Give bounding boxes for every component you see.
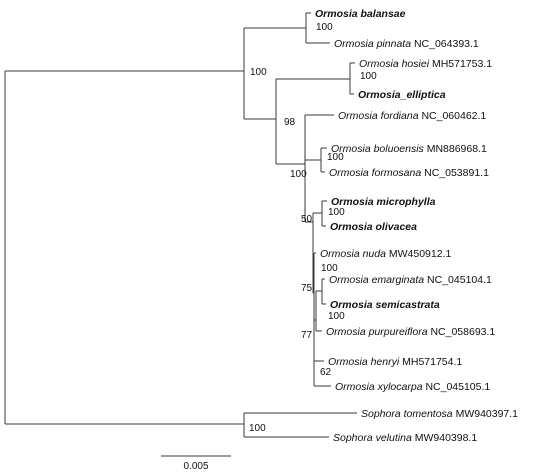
bootstrap-ormosia-root: 100 [250, 67, 267, 78]
bootstrap-boluoensis-formosana: 100 [327, 152, 344, 163]
tip-label-part: MW940397.1 [453, 408, 519, 420]
bootstrap-clade-50: 50 [301, 214, 313, 225]
tip-label-part: NC_060462.1 [419, 110, 487, 122]
tip-label-hosiei: Ormosia hosiei MH571753.1 [359, 58, 492, 70]
tip-label-part: Sophora velutina [333, 432, 412, 444]
tip-label-purpureiflora: Ormosia purpureiflora NC_058693.1 [326, 326, 495, 338]
tip-label-olivacea: Ormosia olivacea [330, 221, 417, 233]
tip-label-formosana: Ormosia formosana NC_053891.1 [329, 167, 489, 179]
tip-label-part: MH571754.1 [399, 356, 462, 368]
bootstrap-labels: 100 100 100 100 98 100 100 100 50 100 100 75 77 62 [249, 22, 377, 434]
tip-label-part: Ormosia hosiei [359, 58, 430, 70]
tip-label-part: Ormosia xylocarpa [335, 381, 423, 393]
bootstrap-microphylla-olivacea: 100 [328, 207, 345, 218]
bootstrap-balansae-pinnata: 100 [316, 22, 333, 33]
bootstrap-clade-75: 75 [301, 283, 313, 294]
tip-label-tomentosa: Sophora tomentosa MW940397.1 [361, 408, 518, 420]
tip-label-part: NC_053891.1 [421, 167, 489, 179]
tip-label-fordiana: Ormosia fordiana NC_060462.1 [338, 110, 486, 122]
tip-label-henryi: Ormosia henryi MH571754.1 [328, 356, 462, 368]
tip-label-part: Ormosia_elliptica [358, 89, 446, 101]
tip-label-part: Ormosia boluoensis [331, 143, 425, 155]
tip-label-part: Ormosia semicastrata [330, 299, 440, 311]
tip-label-balansae: Ormosia balansae [315, 8, 406, 20]
tip-label-part: Ormosia microphylla [331, 196, 436, 208]
tip-label-part: MW940398.1 [412, 432, 478, 444]
tip-label-part: MH571753.1 [429, 58, 492, 70]
tip-label-part: NC_045104.1 [424, 274, 492, 286]
tip-label-semicastrata: Ormosia semicastrata [330, 299, 440, 311]
tip-label-part: Ormosia emarginata [329, 274, 424, 286]
tip-label-emarginata: Ormosia emarginata NC_045104.1 [329, 274, 492, 286]
tip-label-velutina: Sophora velutina MW940398.1 [333, 432, 477, 444]
bootstrap-clade-98: 98 [284, 117, 296, 128]
tip-label-elliptica: Ormosia_elliptica [358, 89, 446, 101]
scale-bar: 0.005 [161, 455, 231, 472]
bootstrap-sophora: 100 [249, 423, 266, 434]
tip-label-part: NC_045105.1 [423, 381, 491, 393]
tip-label-part: Ormosia fordiana [338, 110, 419, 122]
tip-label-pinnata: Ormosia pinnata NC_064393.1 [334, 38, 479, 50]
tip-label-part: Sophora tomentosa [361, 408, 453, 420]
tip-label-part: NC_058693.1 [428, 326, 496, 338]
tip-label-part: NC_064393.1 [411, 38, 479, 50]
tip-label-part: Ormosia purpureiflora [326, 326, 428, 338]
tip-label-part: Ormosia formosana [329, 167, 421, 179]
tip-label-part: MW450912.1 [386, 248, 452, 260]
bootstrap-clade-77: 77 [301, 330, 313, 341]
tip-label-microphylla: Ormosia microphylla [331, 196, 436, 208]
tip-labels: Ormosia balansae Ormosia pinnata NC_06439… [315, 8, 518, 444]
bootstrap-clade-100b: 100 [290, 169, 307, 180]
tip-label-part: Ormosia nuda [320, 248, 386, 260]
tip-label-boluoensis: Ormosia boluoensis MN886968.1 [331, 143, 487, 155]
bootstrap-henryi-xylocarpa: 62 [320, 367, 332, 378]
tip-label-part: Ormosia pinnata [334, 38, 411, 50]
tip-label-part: Ormosia henryi [328, 356, 400, 368]
bootstrap-emarginata-semicastrata: 100 [328, 311, 345, 322]
tip-label-nuda: Ormosia nuda MW450912.1 [320, 248, 451, 260]
tip-label-part: Ormosia balansae [315, 8, 406, 20]
tip-label-part: MN886968.1 [424, 143, 487, 155]
tip-label-part: Ormosia olivacea [330, 221, 417, 233]
bootstrap-hosiei-elliptica: 100 [360, 71, 377, 82]
scale-bar-label: 0.005 [183, 461, 208, 472]
tip-label-xylocarpa: Ormosia xylocarpa NC_045105.1 [335, 381, 490, 393]
bootstrap-nuda-node: 100 [321, 263, 338, 274]
tree-branches [4, 12, 357, 438]
